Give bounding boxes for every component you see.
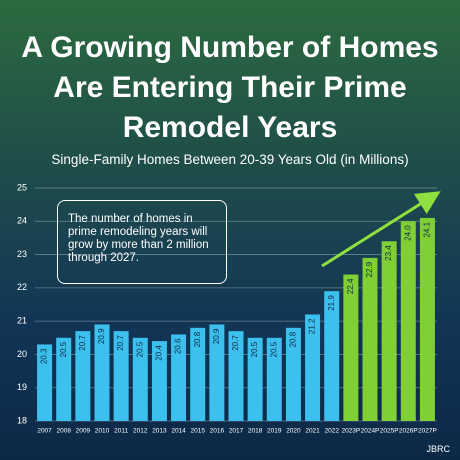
value-label: 21.2 [308,318,317,334]
bar [75,331,91,421]
value-label: 20.7 [78,335,87,351]
x-tick-label: 2009 [76,428,91,435]
x-tick-label: 2007 [37,428,52,435]
value-label: 20.8 [193,331,202,347]
x-tick-label: 2015 [190,428,205,435]
bar [56,337,72,421]
annotation: The number of homes in prime remodeling … [57,200,227,284]
x-tick-label: 2026P [399,428,418,435]
y-tick-label: 21 [17,316,27,326]
x-tick-label: 2024P [361,428,380,435]
value-label: 20.8 [289,331,298,347]
bar [362,257,378,421]
x-tick-label: 2027P [418,428,437,435]
x-tick-label: 2014 [171,428,186,435]
x-tick-label: 2017 [229,428,244,435]
chart-subtitle: Single-Family Homes Between 20-39 Years … [51,152,409,167]
value-label: 20.5 [250,341,259,357]
source: JBRC [426,444,450,454]
bar [113,331,129,421]
value-label: 24.1 [423,221,432,237]
y-tick-label: 18 [17,415,27,425]
x-tick-label: 2012 [133,428,148,435]
x-tick-label: 2013 [152,428,167,435]
bar [305,314,321,421]
bar [324,291,340,421]
bar [151,341,167,421]
y-tick-label: 23 [17,249,27,259]
chart-title: A Growing Number of Homes Are Entering T… [21,31,439,144]
bar [209,324,225,421]
y-tick-label: 22 [17,282,27,292]
value-label: 20.7 [231,335,240,351]
x-tick-label: 2019 [267,428,282,435]
bar [171,334,187,421]
value-label: 20.5 [135,341,144,357]
x-tick-label: 2020 [286,428,301,435]
value-label: 24.0 [403,225,412,241]
bar [343,274,359,421]
x-tick-label: 2008 [56,428,71,435]
x-tick-label: 2025P [380,428,399,435]
y-tick-label: 24 [17,216,27,226]
bar [381,241,397,421]
x-tick-label: 2023P [341,428,360,435]
value-label: 23.4 [384,245,393,261]
value-label: 20.7 [116,335,125,351]
value-label: 20.4 [155,345,164,361]
value-label: 20.9 [212,328,221,344]
value-label: 22.4 [346,278,355,294]
bar [285,327,301,421]
bar [400,221,416,421]
y-tick-label: 25 [17,182,27,192]
trend-arrow [321,191,441,268]
value-label: 20.3 [40,348,49,364]
bar [228,331,244,421]
value-label: 20.5 [269,341,278,357]
x-tick-label: 2022 [324,428,339,435]
bar [94,324,110,421]
y-tick-label: 19 [17,382,27,392]
x-tick-label: 2018 [248,428,263,435]
x-tick-label: 2016 [210,428,225,435]
bar [37,344,53,421]
bar [132,337,148,421]
x-tick-label: 2021 [305,428,320,435]
bar [190,327,206,421]
value-label: 20.5 [59,341,68,357]
bar [266,337,282,421]
x-tick-label: 2010 [95,428,110,435]
y-tick-label: 20 [17,349,27,359]
value-label: 20.6 [174,338,183,354]
value-label: 21.9 [327,295,336,311]
bar [419,217,435,421]
bar [247,337,263,421]
value-label: 20.9 [97,328,106,344]
value-label: 22.9 [365,261,374,277]
x-tick-label: 2011 [114,428,128,435]
